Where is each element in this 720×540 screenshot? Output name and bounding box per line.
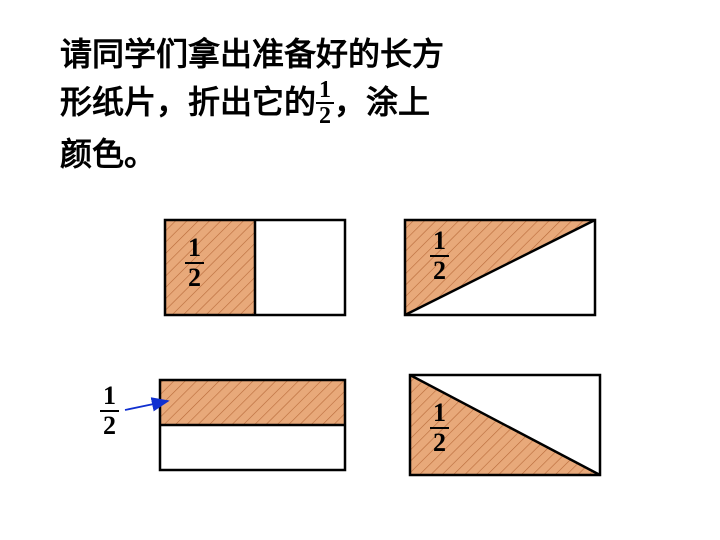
- diagram-area: 1 2 1 2 1 2 1 2: [0, 0, 720, 540]
- frac-num: 1: [430, 400, 449, 429]
- frac-den: 2: [430, 429, 449, 456]
- fraction-label-1: 1 2: [185, 235, 204, 291]
- frac-num: 1: [185, 235, 204, 264]
- fraction-label-2: 1 2: [430, 228, 449, 284]
- frac-den: 2: [430, 257, 449, 284]
- diagram-svg: [0, 0, 720, 540]
- frac-den: 2: [185, 264, 204, 291]
- fraction-label-4: 1 2: [430, 400, 449, 456]
- frac-num: 1: [430, 228, 449, 257]
- fraction-label-3: 1 2: [100, 383, 119, 439]
- frac-num: 1: [100, 383, 119, 412]
- frac-den: 2: [100, 412, 119, 439]
